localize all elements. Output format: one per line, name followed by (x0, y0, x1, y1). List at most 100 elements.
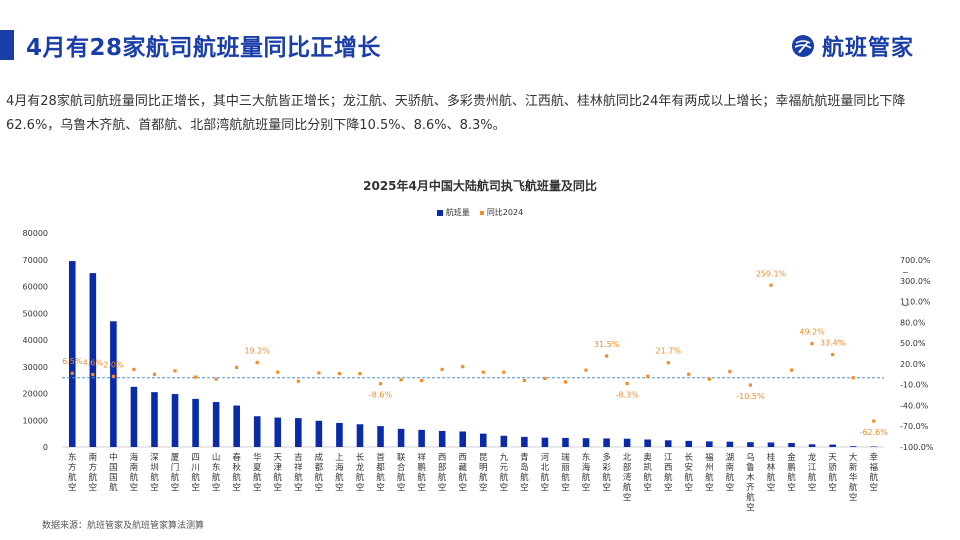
x-tick-label: 四川航空 (191, 453, 200, 493)
point-yoy (420, 378, 424, 383)
point-yoy (789, 368, 794, 372)
x-tick-label: 北部湾航空 (623, 453, 632, 503)
y-right-tick-label: 300.0% (900, 277, 931, 286)
x-tick-label: 西部航空 (438, 453, 447, 493)
point-yoy (748, 383, 753, 387)
bar-flights (130, 386, 138, 447)
data-label-yoy: -8.6% (369, 391, 393, 400)
bar-flights (500, 435, 508, 447)
point-yoy (728, 369, 732, 374)
bar-flights (870, 446, 878, 447)
bar-flights (829, 444, 836, 447)
legend-swatch-bar (436, 209, 443, 216)
point-yoy (584, 368, 588, 372)
point-yoy (522, 378, 526, 383)
title-accent-bar (0, 30, 14, 60)
x-tick-label: 大新华航空 (849, 452, 858, 503)
x-tick-label: 福州航空 (705, 452, 714, 493)
bar-flights (336, 422, 343, 447)
data-label-yoy: 4.6% (83, 359, 104, 368)
point-yoy (399, 378, 403, 382)
x-tick-label: 深圳航空 (150, 453, 159, 493)
x-tick-label: 乌鲁木齐航空 (746, 452, 755, 513)
bar-flights (68, 261, 76, 447)
data-label-yoy: 33.4% (820, 339, 846, 348)
x-tick-label: 海南航空 (130, 452, 139, 493)
bar-flights (603, 438, 610, 447)
x-tick-label: 上海航空 (335, 453, 344, 493)
point-yoy (111, 374, 115, 378)
x-tick-label: 九元航空 (500, 453, 509, 493)
y-left-tick-label: 30000 (23, 363, 48, 372)
point-yoy (70, 371, 74, 375)
point-yoy (173, 369, 177, 373)
y-left-tick-label: 60000 (23, 283, 48, 292)
point-yoy (810, 342, 814, 346)
x-tick-label: 长安航空 (685, 452, 694, 493)
x-tick-label: 长龙航空 (356, 452, 365, 493)
data-label-yoy: -8.3% (616, 390, 640, 399)
bar-flights (233, 405, 240, 447)
data-label-yoy: 21.7% (656, 347, 682, 356)
data-source: 数据来源：航班管家及航班管家算法测算 (42, 521, 205, 531)
bar-flights (479, 433, 487, 447)
y-left-tick-label: 0 (43, 443, 48, 452)
point-yoy (337, 371, 342, 376)
x-tick-label: 多彩航空 (602, 452, 611, 493)
legend-item-flights: 航班量 (436, 207, 470, 218)
x-tick-label: 东海航空 (582, 452, 591, 493)
data-label-yoy: 259.1% (756, 269, 787, 278)
point-yoy (502, 370, 506, 374)
globe-plane-icon (791, 35, 814, 57)
y-right-break-mark: ~ (902, 301, 909, 310)
bar-flights (767, 442, 775, 447)
x-tick-label: 昆明航空 (479, 453, 488, 493)
bar-flights (418, 429, 425, 447)
y-right-tick-label: -70.0% (900, 422, 929, 431)
point-yoy (235, 365, 239, 369)
x-tick-label: 西藏航空 (458, 453, 467, 493)
x-tick-label: 青岛航空 (520, 452, 529, 493)
bar-flights (356, 424, 364, 447)
chart-title: 2025年4月中国大陆航司执飞航班量及同比 (363, 179, 597, 193)
y-right-tick-label: -10.0% (900, 381, 929, 390)
chart-legend: 航班量 同比2024 (0, 207, 960, 218)
bar-flights (788, 442, 795, 447)
point-yoy (625, 381, 629, 386)
point-yoy (563, 380, 568, 384)
y-left-tick-label: 70000 (23, 256, 48, 265)
summary-text: 4月有28家航司航班量同比正增长，其中三大航皆正增长；龙江航、天骄航、多彩贵州航… (6, 94, 906, 133)
bar-flights (706, 441, 713, 447)
bar-flights (315, 420, 323, 447)
x-tick-label: 湖南航空 (726, 453, 735, 493)
point-yoy (91, 372, 95, 377)
x-tick-label: 龙江航空 (808, 452, 817, 493)
x-tick-label: 幸福航空 (869, 453, 878, 493)
bar-flights (808, 444, 816, 447)
x-tick-label: 祥鹏航空 (417, 452, 426, 493)
bar-flights (685, 440, 693, 447)
point-yoy (296, 379, 300, 383)
bar-flights (623, 438, 631, 447)
x-tick-label: 中国国航 (109, 452, 118, 493)
bar-flights (726, 441, 734, 447)
x-tick-label: 天骄航空 (828, 453, 837, 493)
bar-flights (849, 446, 857, 447)
bar-flights (151, 392, 158, 447)
x-tick-label: 首都航空 (376, 452, 385, 493)
bar-flights (171, 394, 179, 447)
y-right-tick-label: 80.0% (900, 318, 926, 327)
bar-flights (582, 438, 590, 447)
point-yoy (872, 419, 876, 423)
x-tick-label: 奥凯航空 (643, 452, 652, 493)
point-yoy (440, 367, 444, 372)
bar-flights (541, 437, 549, 447)
x-tick-label: 南方航空 (89, 452, 98, 493)
data-label-yoy: -10.5% (736, 392, 765, 401)
point-yoy (666, 361, 670, 365)
x-tick-label: 瑞丽航空 (561, 452, 570, 493)
point-yoy (604, 354, 609, 358)
y-left-tick-label: 80000 (23, 229, 48, 238)
point-yoy (378, 382, 383, 386)
